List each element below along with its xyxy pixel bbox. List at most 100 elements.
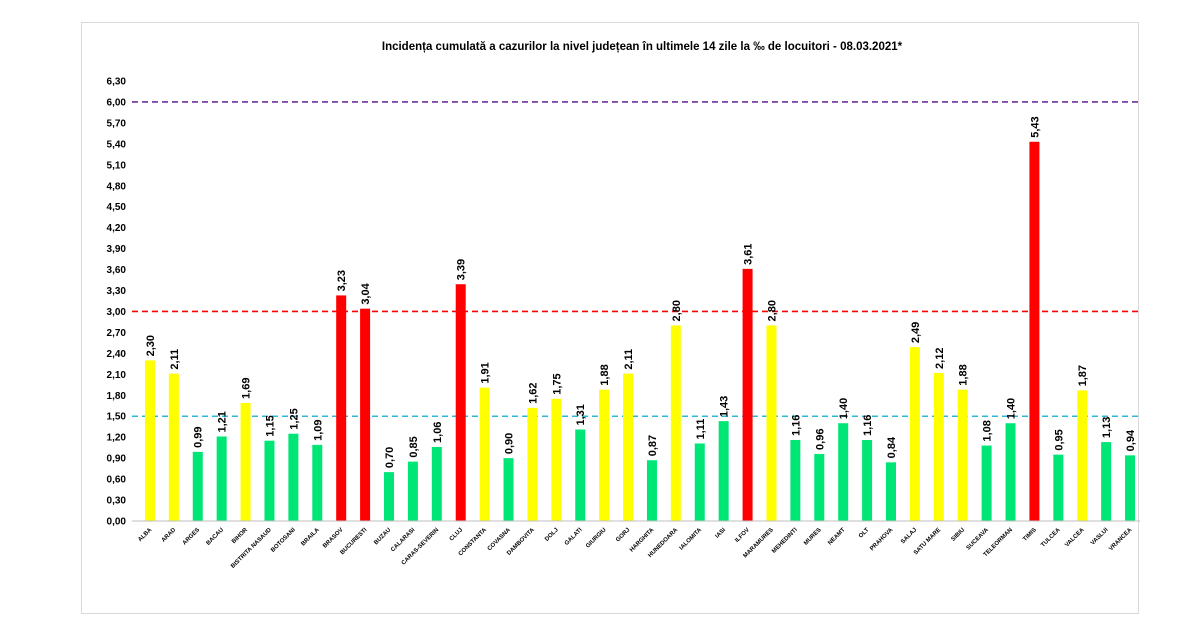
bar-hunedoara (670, 325, 681, 521)
x-tick-label: NEAMT (827, 527, 847, 547)
bar-dambovita (527, 407, 538, 521)
x-tick-label: TULCEA (1040, 527, 1062, 549)
data-label: 1,87 (1077, 365, 1089, 386)
bar-mehedinti (790, 439, 801, 521)
x-tick-label: GORJ (615, 527, 631, 543)
data-label: 1,69 (241, 378, 253, 399)
x-tick-label: ILFOV (734, 527, 751, 544)
bar-braila (312, 444, 323, 521)
bar-mures (814, 453, 825, 521)
bar-bucuresti (360, 308, 371, 521)
chart-svg: Incidența cumulată a cazurilor la nivel … (107, 41, 1140, 570)
data-label: 2,11 (169, 349, 181, 370)
x-tick-label: BRASOV (322, 527, 344, 549)
x-tick-label: BOTOSANI (270, 527, 297, 554)
y-tick-label: 4,80 (107, 181, 127, 192)
x-tick-label: GIURGIU (585, 527, 607, 549)
bar-alba (144, 360, 155, 521)
x-tick-label: DOLJ (544, 527, 560, 543)
bar-tulcea (1053, 454, 1064, 521)
y-tick-label: 3,60 (107, 265, 127, 276)
data-label: 3,39 (456, 259, 468, 280)
x-tick-label: BIHOR (231, 527, 249, 545)
y-tick-label: 3,30 (107, 286, 127, 297)
x-tick-label: BISTRITA NASAUD (230, 527, 273, 570)
data-label: 0,99 (193, 426, 205, 447)
y-tick-label: 5,10 (107, 160, 127, 171)
x-tick-label: BUZAU (373, 527, 392, 546)
y-tick-label: 3,90 (107, 244, 127, 255)
bar-ilfov (742, 268, 753, 521)
x-tick-label: IALOMITA (679, 527, 704, 552)
bar-suceava (981, 445, 992, 521)
data-label: 0,84 (886, 436, 898, 458)
data-label: 1,25 (288, 408, 300, 429)
x-tick-label: SALAJ (900, 527, 918, 545)
data-label: 0,94 (1125, 429, 1137, 451)
bar-bihor (240, 402, 251, 521)
data-label: 2,80 (671, 300, 683, 321)
bar-brasov (336, 295, 347, 521)
bar-gorj (623, 373, 634, 521)
x-tick-label: GALATI (564, 527, 584, 547)
bar-prahova (886, 462, 896, 521)
chart-title: Incidența cumulată a cazurilor la nivel … (382, 41, 903, 53)
bar-calarasi (407, 461, 418, 521)
x-tick-label: COVASNA (487, 527, 513, 553)
y-tick-label: 5,70 (107, 118, 127, 129)
bar-constanta (479, 387, 490, 521)
x-tick-label: IASI (715, 527, 728, 540)
data-labels: 2,30 2,11 0,99 1,21 1,69 1,15 1,25 1,09 3,23 3,04… (145, 116, 1137, 468)
bar-harghita (646, 460, 657, 521)
data-label: 1,88 (599, 364, 611, 385)
y-tick-label: 6,30 (107, 77, 127, 88)
bar-sibiu (957, 389, 968, 521)
bar-galati (575, 429, 586, 521)
bar-iasi (718, 421, 729, 521)
bar-arad (168, 373, 179, 521)
bar-dolj (551, 398, 562, 521)
x-tick-label: BACAU (206, 527, 226, 547)
data-label: 2,80 (766, 300, 778, 321)
data-label: 0,96 (814, 429, 826, 450)
data-label: 1,16 (862, 415, 874, 436)
x-tick-label: VALCEA (1064, 527, 1086, 549)
x-tick-label: ARAD (161, 527, 178, 544)
data-label: 1,08 (982, 420, 994, 441)
x-tick-label: MEHEDINTI (771, 527, 799, 555)
x-tick-label: TIMIS (1022, 527, 1038, 543)
bar-buzau (384, 472, 394, 521)
data-label: 0,85 (408, 436, 420, 457)
data-label: 1,31 (575, 404, 587, 425)
data-label: 2,11 (623, 349, 635, 370)
bar-arges (192, 451, 203, 521)
y-tick-label: 0,00 (107, 517, 127, 528)
bar-satu-mare (933, 372, 944, 521)
data-label: 1,43 (719, 396, 731, 417)
bar-covasna (503, 458, 514, 521)
y-tick-label: 4,50 (107, 202, 127, 213)
y-tick-label: 2,70 (107, 328, 127, 339)
data-label: 0,70 (384, 447, 396, 468)
x-tick-label: ALBA (137, 527, 153, 543)
y-tick-label: 4,20 (107, 223, 127, 234)
data-label: 3,04 (360, 282, 372, 304)
y-tick-label: 0,30 (107, 496, 127, 507)
data-label: 3,61 (743, 243, 755, 264)
data-label: 1,16 (790, 415, 802, 436)
y-tick-label: 6,00 (107, 97, 127, 108)
bar-neamt (838, 423, 849, 521)
data-label: 1,15 (264, 415, 276, 436)
data-label: 2,12 (934, 348, 946, 369)
x-tick-label: VRANCEA (1108, 527, 1134, 553)
data-label: 1,88 (958, 364, 970, 385)
x-tick-label: MURES (803, 527, 823, 547)
x-tick-label: SIBIU (951, 527, 967, 543)
data-label: 1,21 (217, 411, 229, 432)
data-label: 2,30 (145, 335, 157, 356)
y-tick-label: 2,40 (107, 349, 127, 360)
x-tick-label: PRAHOVA (869, 527, 895, 553)
bar-giurgiu (599, 389, 610, 521)
bar-botosani (288, 433, 299, 521)
